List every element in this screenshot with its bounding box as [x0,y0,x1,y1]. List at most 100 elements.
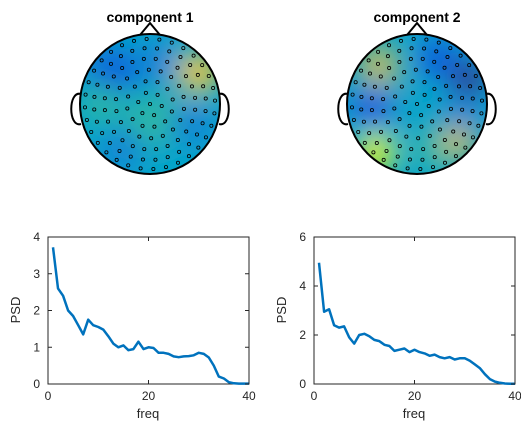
electrode [195,72,200,77]
electrode [397,117,402,122]
electrode [118,54,123,59]
electrode [349,105,354,110]
electrode [448,46,453,51]
nose-outline [139,21,161,36]
electrode [448,106,453,111]
psd-series-line [51,247,249,385]
electrode [356,129,361,134]
electrode [100,131,105,136]
electrode [442,65,447,70]
electrode [170,127,175,132]
electrode [393,129,398,134]
electrode [468,84,473,89]
electrode [169,74,174,79]
electrode [385,120,390,125]
electrode [369,108,374,113]
electrode [165,155,170,160]
x-axis-label: freq [137,406,159,421]
electrode [117,85,122,90]
scalp-map-region [178,51,220,94]
y-tick-label: 2 [299,328,306,342]
electrode [381,157,386,162]
electrode [84,117,89,122]
electrode [114,109,119,114]
x-tick-label: 20 [142,389,156,403]
y-axis-label: PSD [8,297,23,324]
scalp-map-region [350,86,393,129]
electrode [359,107,364,112]
electrode [92,68,97,73]
electrode [374,141,379,146]
head-outline [346,33,488,175]
electrode [153,157,158,162]
y-axis-label: PSD [274,297,289,324]
electrode [385,54,390,59]
electrode [203,109,208,114]
electrode [375,61,380,66]
electrode [381,109,386,114]
electrode [419,113,424,118]
electrode [351,117,356,122]
electrode [366,58,371,63]
electrode [442,137,447,142]
electrode [152,124,157,129]
electrode [359,68,364,73]
electrode [457,119,462,124]
electrode [200,121,205,126]
electrode [444,83,449,88]
electrode [463,145,468,150]
electrode [125,76,130,81]
electrode [83,92,88,97]
electrode [407,157,412,162]
electrode [456,84,461,89]
electrode [120,138,125,143]
scalp-map-region [171,104,213,146]
electrode [169,109,174,114]
electrode [144,36,149,41]
electrode [409,46,414,51]
x-tick-label: 0 [311,389,318,403]
electrode [414,102,419,107]
electrode [157,37,162,42]
electrode [126,94,131,99]
electrode [189,84,194,89]
electrode [420,56,425,61]
electrode [196,145,201,150]
electrode [142,46,147,51]
electrode [473,74,478,79]
electrode [108,61,113,66]
electrode [201,84,206,89]
electrode [359,94,364,99]
electrode [137,134,142,139]
electrode [105,84,110,89]
y-tick-label: 0 [299,377,306,391]
electrode [393,163,398,168]
left-ear-outline [337,92,349,126]
electrode [436,74,441,79]
electrode [460,107,465,112]
electrode [165,59,170,64]
electrode [154,147,159,152]
electrode [455,62,460,67]
electrode [169,40,174,45]
electrode [160,133,165,138]
electrode [211,86,216,91]
electrode [460,95,465,100]
electrode [177,83,182,88]
electrode [372,84,377,89]
electrode [104,150,109,155]
electrode [461,132,466,137]
electrode [86,80,91,85]
electrode [410,79,415,84]
electrode [420,157,425,162]
electrode [163,119,168,124]
x-tick-label: 0 [45,389,52,403]
electrode [141,56,146,61]
electrode [136,99,141,104]
scalp-map-region [441,125,477,160]
electrode [392,106,397,111]
electrode [424,37,429,42]
electrode [445,118,450,123]
electrode [135,70,140,75]
